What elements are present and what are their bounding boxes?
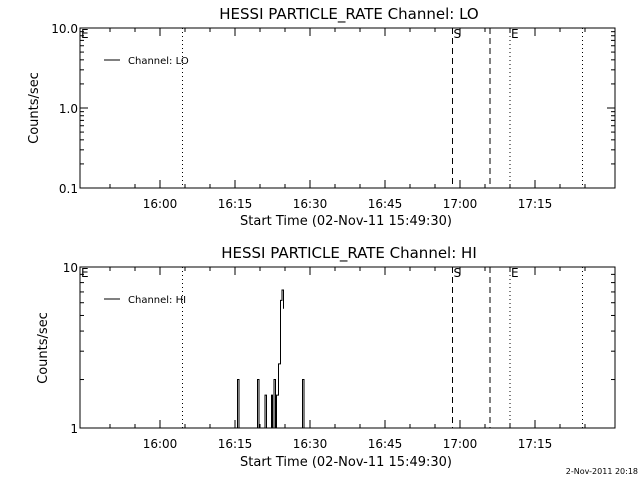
legend: Channel: HI — [104, 295, 186, 306]
panel-hi: HESSI PARTICLE_RATE Channel: HI 1 10 16:00… — [36, 244, 616, 470]
series-line — [264, 394, 267, 428]
plot-area: 0.1 1.0 10.0 16:00 16:15 16:30 16:45 17:00 17:15… — [51, 22, 616, 211]
legend-label: Channel: LO — [128, 56, 189, 67]
series-line — [271, 394, 273, 428]
series-line — [273, 379, 276, 428]
series-line — [257, 379, 260, 428]
y-tick-label: 1 — [70, 422, 78, 436]
event-marker-label: E — [511, 27, 519, 41]
x-axis-label: Start Time (02-Nov-11 15:49:30) — [240, 455, 452, 470]
x-tick-label: 16:45 — [368, 437, 403, 451]
event-marker-label: S — [454, 266, 462, 280]
y-tick-label: 10 — [63, 261, 78, 275]
x-tick-label: 17:15 — [518, 197, 553, 211]
y-tick-label: 0.1 — [59, 182, 78, 196]
x-tick-label: 16:15 — [218, 437, 253, 451]
legend-label: Channel: HI — [128, 295, 186, 306]
y-tick-label: 1.0 — [59, 102, 78, 116]
series-line — [302, 379, 305, 428]
plot-frame — [79, 266, 616, 429]
x-tick-label: 16:30 — [293, 437, 328, 451]
x-tick-label: 17:15 — [518, 437, 553, 451]
event-marker-label: E — [511, 266, 519, 280]
series-line — [237, 379, 240, 428]
x-tick-label: 16:30 — [293, 197, 328, 211]
y-tick-label: 10.0 — [51, 22, 78, 36]
y-axis-label: Counts/sec — [36, 312, 51, 384]
panel-lo: HESSI PARTICLE_RATE Channel: LO 0.1 1.0 10… — [27, 5, 616, 229]
event-marker-label: E — [81, 27, 89, 41]
y-axis-label: Counts/sec — [27, 72, 42, 144]
legend: Channel: LO — [104, 56, 189, 67]
x-tick-label: 17:00 — [443, 437, 478, 451]
x-tick-label: 16:45 — [368, 197, 403, 211]
x-tick-label: 16:15 — [218, 197, 253, 211]
plot-frame — [79, 27, 616, 189]
x-tick-label: 17:00 — [443, 197, 478, 211]
chart-title: HESSI PARTICLE_RATE Channel: LO — [219, 5, 478, 24]
timestamp: 2-Nov-2011 20:18 — [566, 467, 638, 476]
plot-area: 1 10 16:00 16:15 16:30 16:45 17:00 17:15 E S E — [63, 261, 616, 451]
event-marker-label: E — [81, 266, 89, 280]
chart-title: HESSI PARTICLE_RATE Channel: HI — [221, 244, 477, 263]
x-axis-label: Start Time (02-Nov-11 15:49:30) — [240, 214, 452, 229]
x-tick-label: 16:00 — [143, 437, 178, 451]
series-line — [276, 289, 284, 428]
event-marker-label: S — [454, 27, 462, 41]
x-tick-label: 16:00 — [143, 197, 178, 211]
